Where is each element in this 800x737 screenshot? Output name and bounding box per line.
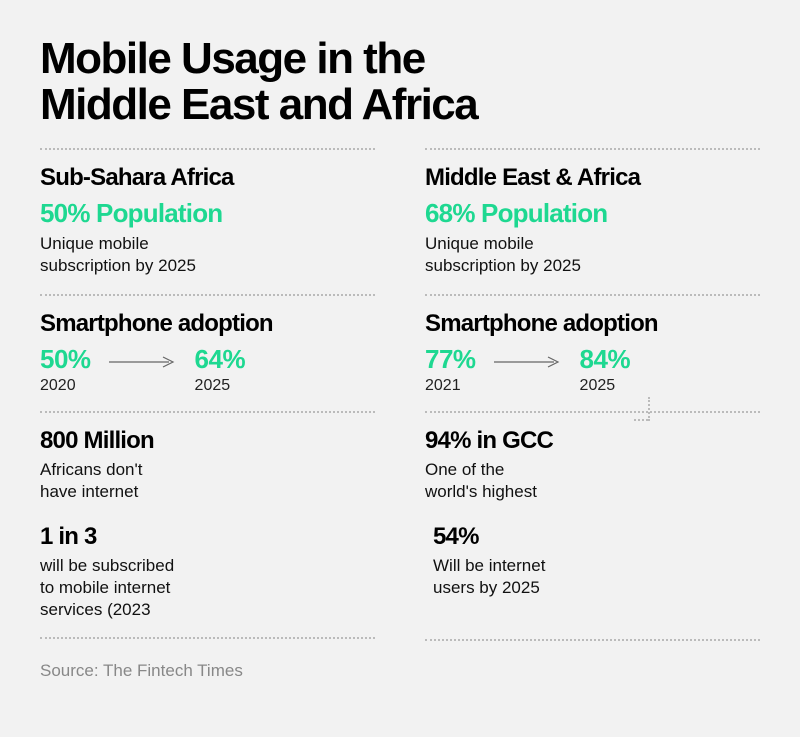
title-line-1: Mobile Usage in the — [40, 34, 425, 83]
pop-block-left: Sub-Sahara Africa 50% Population Unique … — [40, 150, 375, 293]
adopt-to-yr: 2025 — [195, 377, 246, 395]
adopt-row-left: 50% 2020 64% 2025 — [40, 344, 375, 395]
stat2-right: 54% Will be internet users by 2025 — [425, 519, 760, 615]
stat2-h-left: 1 in 3 — [40, 523, 375, 551]
adopt-to-pct: 64% — [195, 344, 246, 375]
divider — [40, 637, 375, 639]
stat1-sub-right: One of the world's highest — [425, 459, 760, 503]
pop-stat-right: 68% Population — [425, 198, 760, 229]
callout-connector — [648, 397, 650, 421]
adopt-block-right: Smartphone adoption 77% 2021 84% 2025 — [425, 296, 760, 411]
adopt-from-pct: 77% — [425, 344, 476, 375]
stat1-right: 94% in GCC One of the world's highest — [425, 413, 760, 519]
stat2-left: 1 in 3 will be subscribed to mobile inte… — [40, 519, 375, 637]
region-left: Sub-Sahara Africa — [40, 164, 375, 192]
adopt-from-yr: 2021 — [425, 377, 476, 395]
adopt-to-left: 64% 2025 — [195, 344, 246, 395]
adopt-row-right: 77% 2021 84% 2025 — [425, 344, 760, 395]
adopt-from-right: 77% 2021 — [425, 344, 476, 395]
stat1-left: 800 Million Africans don't have internet — [40, 413, 375, 519]
arrow-icon — [492, 356, 564, 368]
adopt-title-left: Smartphone adoption — [40, 310, 375, 338]
adopt-to-right: 84% 2025 — [580, 344, 631, 395]
source-text: Source: The Fintech Times — [40, 661, 760, 681]
stat2-sub-left: will be subscribed to mobile internet se… — [40, 555, 375, 621]
divider — [425, 639, 760, 641]
region-right: Middle East & Africa — [425, 164, 760, 192]
stat1-h-right: 94% in GCC — [425, 427, 760, 455]
adopt-from-yr: 2020 — [40, 377, 91, 395]
page-title: Mobile Usage in the Middle East and Afri… — [40, 36, 760, 128]
title-line-2: Middle East and Africa — [40, 80, 477, 129]
stat2-sub-right: Will be internet users by 2025 — [433, 555, 760, 599]
adopt-title-right: Smartphone adoption — [425, 310, 760, 338]
pop-block-right: Middle East & Africa 68% Population Uniq… — [425, 150, 760, 293]
pop-sub-right: Unique mobile subscription by 2025 — [425, 233, 760, 277]
stat1-h-left: 800 Million — [40, 427, 375, 455]
pop-sub-left: Unique mobile subscription by 2025 — [40, 233, 375, 277]
adopt-block-left: Smartphone adoption 50% 2020 64% 2025 — [40, 296, 375, 411]
adopt-from-left: 50% 2020 — [40, 344, 91, 395]
adopt-from-pct: 50% — [40, 344, 91, 375]
adopt-to-pct: 84% — [580, 344, 631, 375]
stat1-sub-left: Africans don't have internet — [40, 459, 375, 503]
arrow-icon — [107, 356, 179, 368]
col-right: Middle East & Africa 68% Population Uniq… — [425, 148, 760, 641]
stat2-h-right: 54% — [433, 523, 760, 551]
adopt-to-yr: 2025 — [580, 377, 631, 395]
columns: Sub-Sahara Africa 50% Population Unique … — [40, 148, 760, 641]
pop-stat-left: 50% Population — [40, 198, 375, 229]
col-left: Sub-Sahara Africa 50% Population Unique … — [40, 148, 375, 641]
